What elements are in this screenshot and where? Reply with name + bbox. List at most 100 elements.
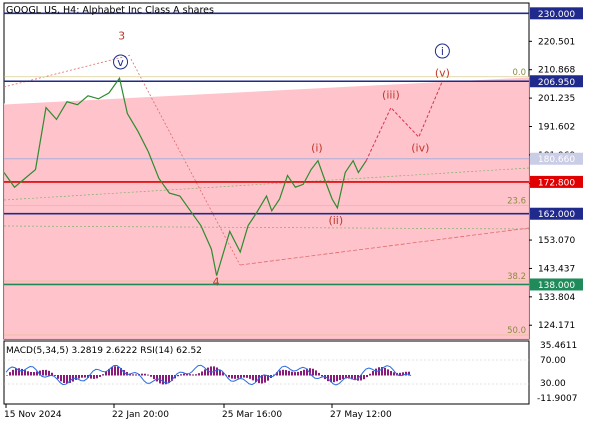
channel-lower-line <box>3 225 530 230</box>
price-tick-label: 220.501 <box>538 37 575 47</box>
time-tick-label: 22 Jan 20:00 <box>112 410 169 420</box>
macd-bar <box>303 369 305 376</box>
indicator-tick-bottom: -11.9007 <box>537 394 577 404</box>
price-level-label: 206.950 <box>538 78 575 88</box>
macd-bar <box>33 372 35 376</box>
macd-bar <box>9 372 11 376</box>
fib-label: 0.0 <box>512 68 526 78</box>
macd-bar <box>153 375 155 380</box>
macd-bar <box>381 367 383 376</box>
indicator-tick-30: 30.00 <box>540 379 566 389</box>
macd-bar <box>78 375 80 379</box>
rsi-line <box>5 364 412 386</box>
macd-bar <box>57 375 59 379</box>
macd-bar <box>87 375 89 379</box>
macd-bar <box>6 375 8 376</box>
price-series <box>3 76 367 276</box>
macd-bar <box>156 375 158 382</box>
macd-bar <box>387 369 389 376</box>
time-tick-label: 27 May 12:00 <box>330 410 392 420</box>
macd-bar <box>24 370 26 376</box>
price-tick-label: 133.804 <box>538 293 575 303</box>
macd-bar <box>393 372 395 376</box>
macd-bar <box>333 375 335 383</box>
macd-bar <box>402 372 404 376</box>
price-level-box <box>530 152 583 165</box>
price-tick-label: 124.171 <box>538 321 575 331</box>
macd-bar <box>189 374 191 376</box>
macd-bar <box>93 375 95 379</box>
macd-bar <box>378 367 380 376</box>
macd-bar <box>291 371 293 376</box>
macd-bar <box>204 369 206 376</box>
wave-circle <box>113 54 129 70</box>
macd-bar <box>237 375 239 379</box>
macd-bar <box>96 375 98 379</box>
fib-label: 38.2 <box>507 272 526 282</box>
macd-bar <box>207 367 209 376</box>
macd-bar <box>117 366 119 376</box>
macd-bar <box>384 367 386 376</box>
macd-bar <box>243 375 245 378</box>
price-level-label: 138.000 <box>538 281 575 291</box>
macd-bar <box>342 375 344 379</box>
macd-bar <box>48 370 50 376</box>
macd-bar <box>339 375 341 381</box>
macd-bar <box>390 371 392 376</box>
macd-bar <box>135 374 137 376</box>
macd-bar <box>81 375 83 378</box>
price-tick-label: 153.070 <box>538 236 575 246</box>
trend-line-wave-4 <box>239 227 530 266</box>
macd-bar <box>195 374 197 376</box>
macd-bar <box>75 375 77 380</box>
macd-bar <box>219 369 221 376</box>
macd-bar <box>351 375 353 380</box>
macd-bar <box>18 368 20 376</box>
macd-bar <box>27 371 29 376</box>
indicator-tick-70: 70.00 <box>540 356 566 366</box>
price-tick-label: 191.602 <box>538 122 575 132</box>
macd-bar <box>192 374 194 376</box>
wave-label: (ii) <box>328 214 343 227</box>
macd-bar <box>282 369 284 376</box>
macd-bar <box>300 370 302 376</box>
macd-bar <box>60 375 62 382</box>
macd-bar <box>180 374 182 376</box>
price-level-label: 180.660 <box>538 155 575 165</box>
macd-bar <box>51 372 53 376</box>
macd-bar <box>129 373 131 376</box>
macd-bar <box>63 375 65 383</box>
macd-bar <box>210 366 212 376</box>
macd-bar <box>240 375 242 378</box>
macd-bar <box>198 373 200 376</box>
macd-bar <box>45 369 47 376</box>
macd-bar <box>90 375 92 379</box>
time-tick-label: 25 Mar 16:00 <box>222 410 282 420</box>
macd-bar <box>36 371 38 376</box>
macd-bar <box>201 371 203 376</box>
macd-bar <box>288 370 290 376</box>
macd-bar <box>234 375 236 379</box>
macd-bar <box>267 375 269 381</box>
macd-bar <box>42 369 44 376</box>
macd-bar <box>330 375 332 383</box>
macd-bar <box>21 368 23 376</box>
macd-bar <box>228 375 230 378</box>
price-tick-label: 143.437 <box>538 264 575 274</box>
wave-label: (iii) <box>382 88 400 101</box>
macd-bar <box>261 375 263 384</box>
macd-bar <box>147 374 149 376</box>
macd-bar <box>285 370 287 376</box>
macd-bar <box>249 375 251 379</box>
macd-bar <box>252 375 254 381</box>
macd-bar <box>162 375 164 385</box>
trend-line-down-dotted <box>130 58 241 266</box>
macd-bar <box>375 368 377 376</box>
macd-bar <box>108 368 110 376</box>
macd-bar <box>168 375 170 383</box>
macd-bar <box>69 375 71 383</box>
macd-bar <box>114 366 116 376</box>
macd-bar <box>360 375 362 381</box>
price-tick-label: 210.868 <box>538 66 575 76</box>
wave-label: (iv) <box>411 141 429 154</box>
